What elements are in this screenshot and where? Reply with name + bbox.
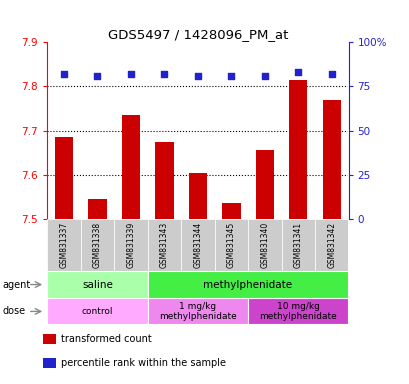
- Text: GSM831342: GSM831342: [326, 222, 335, 268]
- Bar: [147, 298, 247, 324]
- Text: agent: agent: [2, 280, 30, 290]
- Text: dose: dose: [2, 306, 25, 316]
- Text: GSM831344: GSM831344: [193, 222, 202, 268]
- Bar: [322, 100, 340, 219]
- Bar: [81, 219, 114, 271]
- Text: GSM831338: GSM831338: [93, 222, 101, 268]
- Text: GSM831343: GSM831343: [160, 222, 169, 268]
- Bar: [147, 219, 181, 271]
- Text: GSM831339: GSM831339: [126, 222, 135, 268]
- Point: [161, 71, 167, 77]
- Bar: [114, 219, 147, 271]
- Bar: [47, 298, 147, 324]
- Bar: [288, 80, 307, 219]
- Bar: [255, 151, 273, 219]
- Text: 10 mg/kg
methylphenidate: 10 mg/kg methylphenidate: [259, 302, 336, 321]
- Bar: [314, 219, 348, 271]
- Point: [61, 71, 67, 77]
- Bar: [43, 334, 56, 344]
- Bar: [88, 199, 106, 219]
- Bar: [247, 219, 281, 271]
- Text: saline: saline: [82, 280, 112, 290]
- Bar: [43, 358, 56, 368]
- Text: GSM831345: GSM831345: [226, 222, 235, 268]
- Point: [294, 69, 301, 75]
- Bar: [181, 219, 214, 271]
- Bar: [188, 172, 207, 219]
- Point: [127, 71, 134, 77]
- Bar: [247, 298, 348, 324]
- Bar: [214, 219, 247, 271]
- Bar: [54, 137, 73, 219]
- Bar: [222, 204, 240, 219]
- Bar: [281, 219, 314, 271]
- Text: GSM831341: GSM831341: [293, 222, 302, 268]
- Text: control: control: [81, 307, 113, 316]
- Bar: [155, 142, 173, 219]
- Text: methylphenidate: methylphenidate: [203, 280, 292, 290]
- Point: [94, 73, 101, 79]
- Text: percentile rank within the sample: percentile rank within the sample: [61, 358, 225, 368]
- Bar: [47, 219, 81, 271]
- Point: [261, 73, 267, 79]
- Bar: [121, 115, 140, 219]
- Text: GSM831337: GSM831337: [59, 222, 68, 268]
- Point: [227, 73, 234, 79]
- Point: [194, 73, 201, 79]
- Title: GDS5497 / 1428096_PM_at: GDS5497 / 1428096_PM_at: [108, 28, 287, 41]
- Text: transformed count: transformed count: [61, 334, 151, 344]
- Point: [328, 71, 334, 77]
- Bar: [147, 271, 348, 298]
- Bar: [47, 271, 147, 298]
- Text: GSM831340: GSM831340: [260, 222, 269, 268]
- Text: 1 mg/kg
methylphenidate: 1 mg/kg methylphenidate: [159, 302, 236, 321]
